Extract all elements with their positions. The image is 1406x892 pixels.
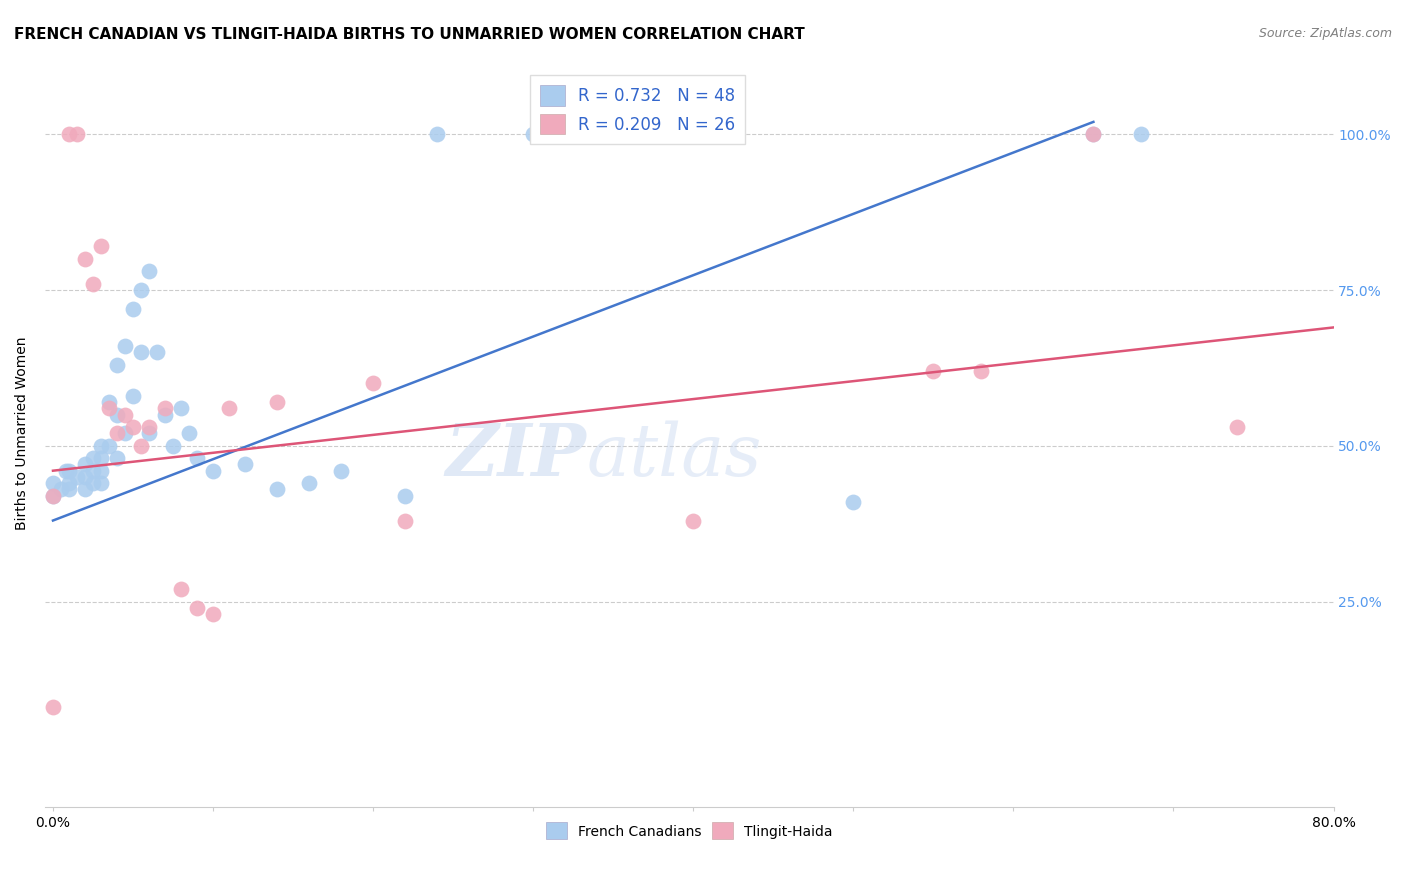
Point — [153, 408, 176, 422]
Point — [138, 420, 160, 434]
Point — [73, 483, 96, 497]
Point — [66, 128, 89, 142]
Point — [202, 464, 225, 478]
Point — [266, 395, 288, 409]
Point — [177, 426, 200, 441]
Point — [298, 476, 321, 491]
Point — [218, 401, 240, 416]
Point — [146, 345, 169, 359]
Text: Source: ZipAtlas.com: Source: ZipAtlas.com — [1258, 27, 1392, 40]
Point — [1226, 420, 1249, 434]
Text: FRENCH CANADIAN VS TLINGIT-HAIDA BIRTHS TO UNMARRIED WOMEN CORRELATION CHART: FRENCH CANADIAN VS TLINGIT-HAIDA BIRTHS … — [14, 27, 804, 42]
Point — [138, 264, 160, 278]
Point — [82, 277, 104, 291]
Point — [82, 451, 104, 466]
Point — [522, 128, 544, 142]
Point — [153, 401, 176, 416]
Point — [129, 439, 152, 453]
Point — [129, 345, 152, 359]
Point — [42, 700, 65, 714]
Point — [42, 489, 65, 503]
Point — [162, 439, 184, 453]
Point — [58, 483, 80, 497]
Text: ZIP: ZIP — [446, 420, 586, 491]
Point — [98, 439, 121, 453]
Point — [73, 252, 96, 266]
Point — [98, 401, 121, 416]
Point — [426, 128, 449, 142]
Point — [361, 376, 384, 391]
Point — [42, 476, 65, 491]
Point — [73, 470, 96, 484]
Point — [170, 582, 193, 596]
Y-axis label: Births to Unmarried Women: Births to Unmarried Women — [15, 336, 30, 530]
Point — [842, 495, 865, 509]
Point — [114, 339, 136, 353]
Point — [98, 395, 121, 409]
Point — [90, 476, 112, 491]
Point — [330, 464, 353, 478]
Point — [90, 239, 112, 253]
Point — [970, 364, 993, 378]
Point — [90, 464, 112, 478]
Point — [82, 464, 104, 478]
Point — [202, 607, 225, 621]
Point — [82, 476, 104, 491]
Point — [58, 128, 80, 142]
Point — [394, 489, 416, 503]
Point — [66, 470, 89, 484]
Point — [90, 439, 112, 453]
Legend: French Canadians, Tlingit-Haida: French Canadians, Tlingit-Haida — [540, 817, 838, 845]
Text: atlas: atlas — [586, 420, 762, 491]
Point — [186, 600, 208, 615]
Point — [90, 451, 112, 466]
Point — [922, 364, 945, 378]
Point — [73, 458, 96, 472]
Point — [122, 389, 145, 403]
Point — [105, 426, 128, 441]
Point — [105, 408, 128, 422]
Point — [1130, 128, 1153, 142]
Point — [394, 514, 416, 528]
Point — [138, 426, 160, 441]
Point — [1083, 128, 1105, 142]
Point — [122, 420, 145, 434]
Point — [58, 476, 80, 491]
Point — [42, 489, 65, 503]
Point — [170, 401, 193, 416]
Point — [114, 426, 136, 441]
Point — [105, 451, 128, 466]
Point — [58, 464, 80, 478]
Point — [1083, 128, 1105, 142]
Point — [186, 451, 208, 466]
Point — [105, 358, 128, 372]
Point — [122, 301, 145, 316]
Point — [682, 514, 704, 528]
Point — [114, 408, 136, 422]
Point — [233, 458, 256, 472]
Point — [55, 464, 77, 478]
Point — [266, 483, 288, 497]
Point — [129, 283, 152, 297]
Point — [49, 483, 72, 497]
